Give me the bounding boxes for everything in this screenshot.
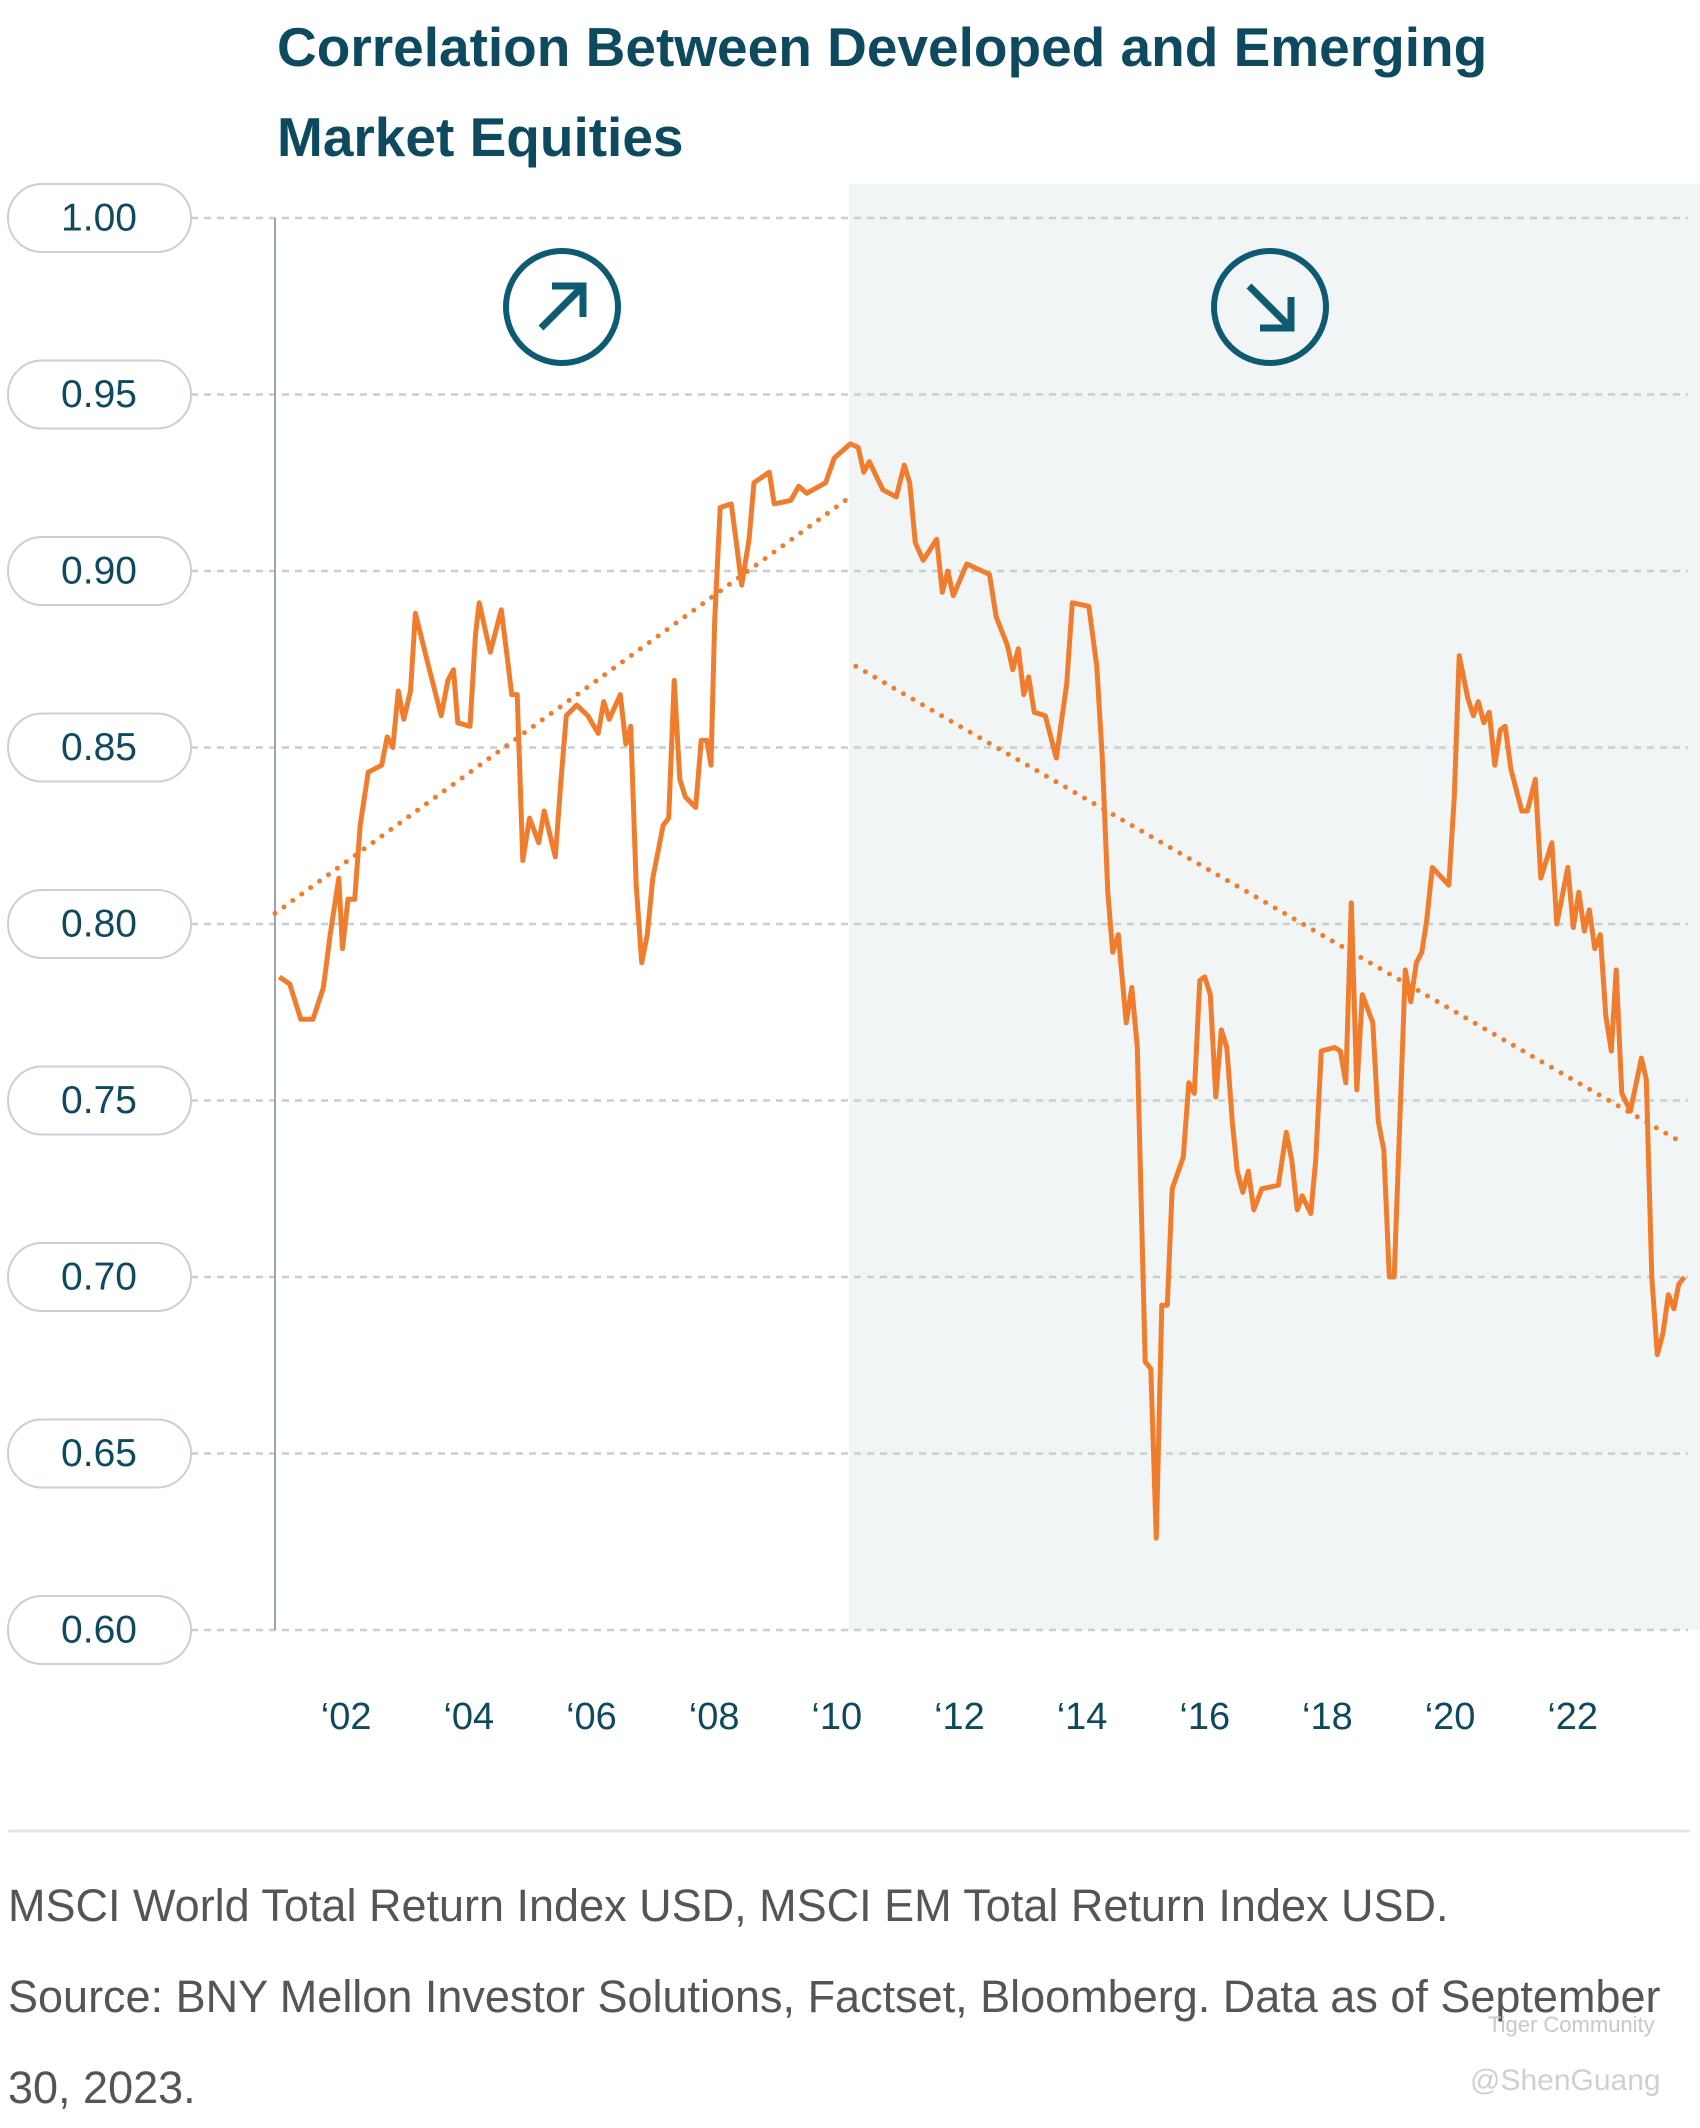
x-tick-label: ‘16 <box>1179 1696 1230 1738</box>
x-tick-label: ‘10 <box>811 1696 862 1738</box>
x-tick-label: ‘22 <box>1547 1696 1598 1738</box>
watermark-brand: Tiger Community <box>1488 2012 1655 2037</box>
x-tick-label: ‘06 <box>566 1696 617 1738</box>
y-tick-label: 0.75 <box>61 1079 137 1122</box>
chart-title: Correlation Between Developed and Emergi… <box>277 16 1488 168</box>
trend-line <box>272 494 853 916</box>
y-tick-label: 1.00 <box>61 196 137 239</box>
y-tick-label: 0.90 <box>61 549 137 592</box>
x-tick-label: ‘02 <box>321 1696 372 1738</box>
chart: 1.00 0.95 0.90 0.85 0.80 0.75 0.70 0.65 0.60 ‘02 ‘… <box>7 183 1700 1833</box>
y-tick-pill <box>7 1242 192 1312</box>
y-tick-pill <box>7 712 192 783</box>
y-tick-label: 0.65 <box>61 1432 137 1475</box>
y-tick-label: 0.85 <box>61 726 137 769</box>
data-line <box>277 441 1687 1541</box>
footnote: MSCI World Total Return Index USD, MSCI … <box>8 1860 1688 2128</box>
footnote-source: Source: BNY Mellon Investor Solutions, F… <box>8 1971 1661 2113</box>
x-tick-label: ‘18 <box>1302 1696 1353 1738</box>
y-tick-pill <box>7 359 192 430</box>
y-tick-pill <box>7 1418 192 1489</box>
x-tick-label: ‘20 <box>1425 1696 1476 1738</box>
up-arrow <box>538 282 587 331</box>
x-tick-label: ‘08 <box>689 1696 740 1738</box>
down-arrow <box>1246 283 1295 332</box>
y-tick-label: 0.60 <box>61 1608 137 1651</box>
y-tick-label: 0.95 <box>61 373 137 416</box>
watermark-user: @ShenGuang <box>1470 2064 1661 2097</box>
x-tick-label: ‘14 <box>1057 1696 1108 1738</box>
y-tick-label: 0.70 <box>61 1255 137 1298</box>
x-tick-label: ‘12 <box>934 1696 985 1738</box>
y-tick-pill <box>7 183 192 253</box>
footnote-note: MSCI World Total Return Index USD, MSCI … <box>8 1880 1449 1931</box>
y-tick-pill <box>7 889 192 959</box>
down-arrow-icon <box>1211 248 1329 366</box>
y-tick-pill <box>7 1595 192 1665</box>
y-tick-label: 0.80 <box>61 902 137 945</box>
y-tick-pill <box>7 536 192 606</box>
x-tick-label: ‘04 <box>443 1696 494 1738</box>
up-arrow-icon <box>503 248 621 366</box>
y-tick-pill <box>7 1065 192 1136</box>
